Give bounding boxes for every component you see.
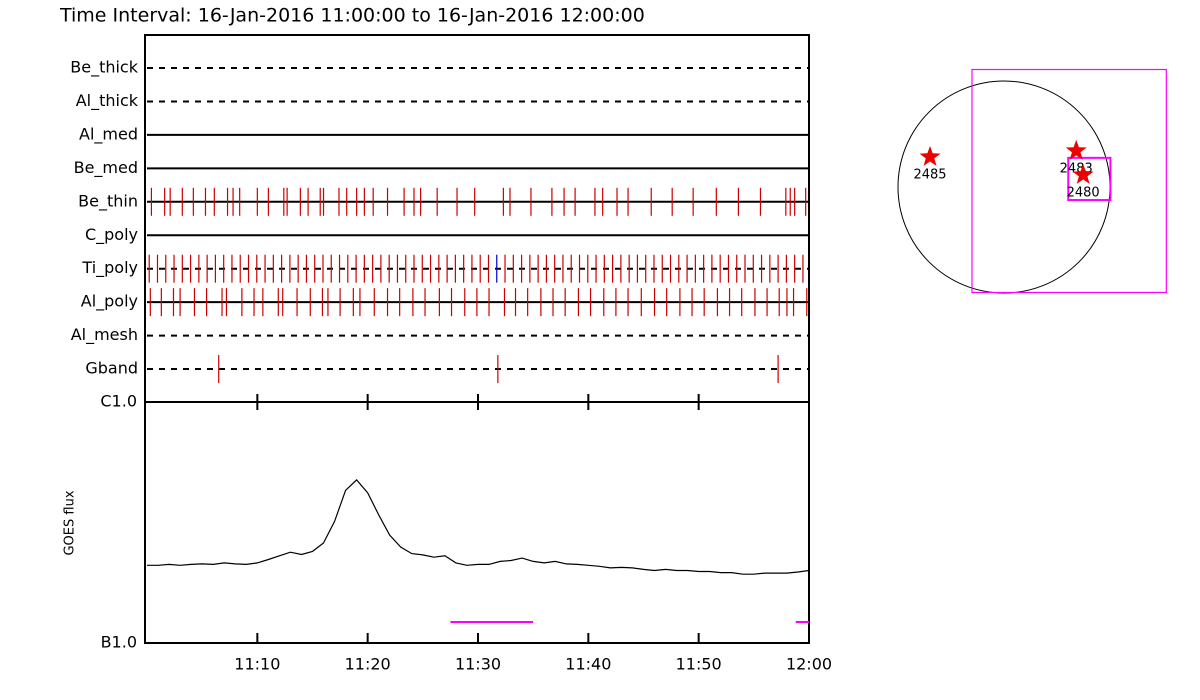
y-tick-label: B1.0: [101, 633, 137, 652]
y-tick-label: C1.0: [100, 392, 137, 411]
region-star: [919, 146, 941, 166]
x-tick-label: 11:10: [234, 655, 280, 674]
row-label: Al_thick: [76, 91, 139, 111]
row-label: Be_med: [74, 158, 138, 178]
region-label: 2485: [913, 167, 946, 182]
title: Time Interval: 16-Jan-2016 11:00:00 to 1…: [59, 5, 645, 27]
row-label: Gband: [85, 359, 138, 378]
x-tick-label: 12:00: [786, 655, 832, 674]
x-tick-label: 11:50: [676, 655, 722, 674]
region-label: 2480: [1067, 185, 1100, 200]
row-label: Be_thick: [70, 58, 138, 78]
panel-frame: [144, 34, 810, 403]
x-tick-label: 11:20: [345, 655, 391, 674]
fov-box: [971, 68, 1167, 294]
row-label: Al_mesh: [71, 325, 138, 345]
y-axis-label: GOES flux: [63, 490, 78, 555]
row-label: C_poly: [85, 225, 138, 245]
panel-frame: [144, 401, 810, 644]
region-star: [1065, 139, 1087, 160]
flux-line: [147, 479, 810, 575]
row-label: Be_thin: [78, 191, 138, 211]
row-label: Ti_poly: [81, 258, 138, 278]
x-tick-label: 11:30: [455, 655, 501, 674]
region-star: [1072, 164, 1094, 184]
row-label: Al_poly: [81, 292, 138, 312]
fov-box: [1067, 156, 1112, 202]
x-tick-label: 11:40: [565, 655, 611, 674]
row-label: Al_med: [79, 124, 138, 144]
